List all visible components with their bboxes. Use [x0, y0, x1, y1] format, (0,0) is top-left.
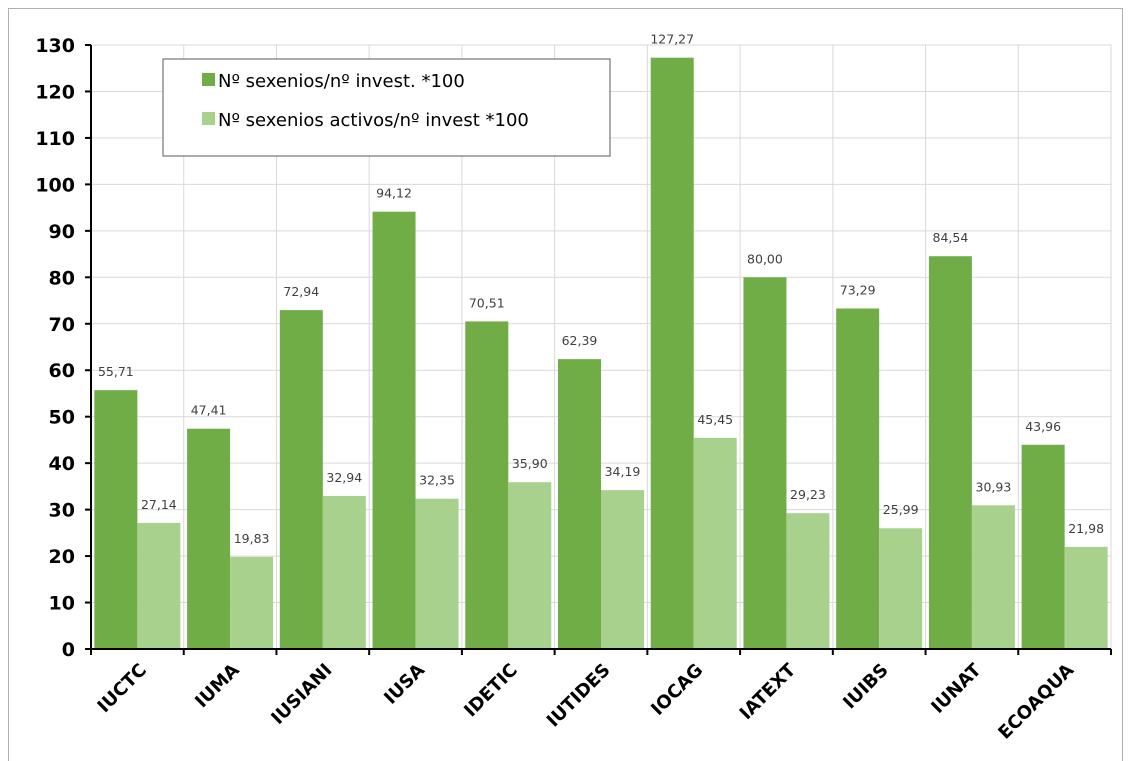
data-label: 32,35 — [419, 473, 455, 488]
y-tick-label: 80 — [49, 267, 75, 289]
data-label: 43,96 — [1025, 419, 1061, 434]
y-tick-label: 30 — [49, 500, 75, 522]
bar-series-1 — [187, 428, 231, 649]
legend: Nº sexenios/nº invest. *100 Nº sexenios … — [162, 58, 611, 157]
bar-series-2 — [971, 505, 1015, 649]
y-tick-label: 130 — [35, 35, 75, 57]
data-label: 30,93 — [976, 479, 1012, 494]
data-label: 21,98 — [1068, 521, 1104, 536]
x-tick-label: IUTIDES — [543, 660, 615, 732]
x-tick-label: ECOAQUA — [994, 660, 1078, 744]
bar-series-1 — [743, 277, 787, 649]
legend-swatch-series-2 — [202, 112, 215, 125]
x-tick-label: IATEXT — [736, 659, 801, 724]
bar-series-1 — [650, 57, 694, 649]
legend-label-series-2: Nº sexenios activos/nº invest *100 — [218, 110, 529, 131]
bar-series-2 — [322, 495, 366, 649]
x-tick-label: IUMA — [191, 660, 243, 712]
bars — [94, 57, 1108, 650]
x-tick-label: IUSA — [380, 660, 429, 709]
data-label: 62,39 — [562, 333, 598, 348]
y-tick-label: 120 — [35, 81, 75, 103]
bar-series-1 — [928, 256, 972, 649]
data-label: 84,54 — [933, 230, 969, 245]
y-tick-label: 10 — [49, 593, 75, 615]
bar-series-2 — [879, 528, 923, 649]
x-tick-label: IUNAT — [927, 659, 986, 718]
x-tick-label: IOCAG — [647, 660, 707, 720]
y-tick-label: 60 — [49, 360, 75, 382]
data-label: 27,14 — [141, 497, 177, 512]
bar-series-2 — [415, 498, 459, 649]
data-label: 34,19 — [605, 464, 641, 479]
y-tick-label: 90 — [49, 221, 75, 243]
y-tick-label: 0 — [62, 639, 75, 661]
data-label: 127,27 — [650, 32, 694, 47]
bar-series-1 — [558, 359, 601, 649]
data-label: 94,12 — [376, 186, 412, 201]
y-tick-label: 110 — [35, 128, 75, 150]
bar-series-2 — [601, 490, 644, 649]
data-label: 19,83 — [234, 531, 270, 546]
y-tick-label: 50 — [49, 407, 75, 429]
legend-label-series-1: Nº sexenios/nº invest. *100 — [218, 71, 465, 92]
bar-series-2 — [786, 513, 830, 649]
data-label: 73,29 — [840, 282, 876, 297]
bar-series-2 — [230, 556, 274, 649]
bar-series-2 — [508, 482, 552, 649]
legend-swatch-series-1 — [202, 73, 215, 86]
data-labels: 55,71 27,14 47,41 19,83 72,94 32,94 94,12 32,35… — [98, 32, 1104, 546]
bar-series-2 — [1064, 546, 1108, 649]
y-tick-label: 20 — [49, 546, 75, 568]
bar-series-1 — [1021, 444, 1065, 649]
chart-frame — [8, 8, 1123, 761]
y-tick-label: 40 — [49, 453, 75, 475]
x-tick-label: IUCTC — [94, 660, 151, 717]
data-label: 45,45 — [697, 412, 733, 427]
bar-series-1 — [836, 308, 880, 649]
data-label: 55,71 — [98, 364, 134, 379]
x-tick-label: IUSIANI — [267, 660, 336, 729]
data-label: 35,90 — [512, 456, 548, 471]
data-label: 32,94 — [326, 470, 362, 485]
bar-series-1 — [465, 321, 509, 649]
data-label: 25,99 — [883, 502, 919, 517]
y-tick-label: 70 — [49, 314, 75, 336]
y-tick-label: 100 — [35, 174, 75, 196]
bar-series-2 — [693, 437, 737, 649]
data-label: 80,00 — [747, 251, 783, 266]
x-tick-label: IDETIC — [460, 660, 522, 722]
x-tick-label: IUIBS — [839, 660, 893, 714]
bar-series-2 — [137, 522, 181, 649]
bar-series-1 — [94, 390, 138, 649]
data-label: 72,94 — [283, 284, 319, 299]
data-label: 29,23 — [790, 487, 826, 502]
bar-series-1 — [279, 310, 323, 649]
legend-box — [162, 58, 611, 157]
data-label: 47,41 — [191, 403, 227, 418]
bar-series-1 — [372, 211, 416, 650]
data-label: 70,51 — [469, 295, 505, 310]
